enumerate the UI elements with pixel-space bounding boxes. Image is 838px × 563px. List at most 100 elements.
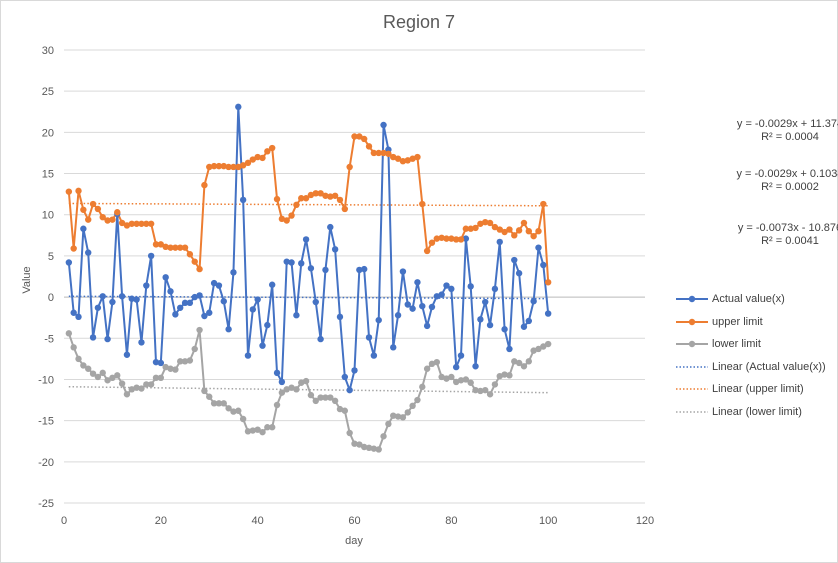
data-point (496, 226, 503, 233)
y-tick-label: 20 (42, 127, 54, 139)
legend-marker-upper (676, 318, 708, 325)
legend-marker-linear-upper (676, 388, 708, 390)
data-point (225, 405, 232, 412)
data-point (375, 149, 382, 157)
data-point (346, 429, 353, 437)
r-squared-text: R² = 0.0004 (761, 131, 819, 143)
data-point (511, 232, 518, 239)
data-point (172, 244, 179, 251)
data-point (167, 365, 174, 372)
data-point (336, 196, 344, 204)
data-point (172, 366, 179, 373)
data-point (235, 407, 242, 414)
legend-label: Actual value(x) (712, 293, 785, 305)
data-point (467, 379, 474, 386)
data-point (341, 407, 349, 414)
data-point (327, 223, 334, 231)
data-point (365, 143, 373, 150)
data-point (452, 363, 460, 371)
data-point (409, 155, 416, 162)
data-point (147, 381, 155, 388)
data-point (162, 243, 169, 251)
data-point (520, 219, 528, 227)
data-point (438, 373, 445, 381)
data-point (133, 220, 140, 227)
trendline-equation-upper: y = -0.0029x + 11.374 R² = 0.0004 (695, 118, 838, 144)
data-point (457, 236, 465, 243)
data-point (143, 220, 150, 227)
data-point (360, 265, 368, 273)
x-tick-label: 100 (539, 515, 557, 527)
data-point (80, 362, 87, 369)
data-point (404, 157, 411, 164)
data-point (138, 385, 145, 392)
data-point (264, 424, 271, 431)
data-point (94, 304, 102, 311)
data-point (302, 236, 310, 243)
data-point (404, 301, 411, 308)
data-point (70, 309, 77, 316)
data-point (75, 355, 82, 363)
data-point (394, 312, 402, 319)
data-point (152, 358, 160, 366)
y-tick-label: 15 (42, 169, 54, 181)
data-point (457, 377, 465, 384)
data-point (210, 400, 218, 407)
data-point (196, 326, 203, 334)
data-point (307, 391, 315, 399)
data-point (501, 326, 508, 333)
data-point (85, 216, 92, 223)
data-point (491, 381, 499, 388)
data-point (220, 298, 227, 305)
y-tick-label: -15 (38, 416, 54, 428)
data-point (336, 313, 344, 321)
data-point (506, 345, 513, 353)
data-point (65, 330, 73, 337)
data-point (70, 245, 77, 252)
data-point (443, 375, 450, 382)
data-point (486, 219, 494, 227)
data-point (186, 251, 194, 258)
data-point (327, 394, 334, 401)
data-point (515, 227, 523, 234)
data-point (414, 279, 421, 286)
data-point (486, 321, 494, 329)
data-point (298, 379, 305, 386)
data-point (259, 342, 266, 349)
data-point (114, 372, 121, 379)
data-point (128, 220, 135, 227)
data-point (80, 206, 87, 213)
data-point (428, 239, 436, 246)
data-point (530, 298, 537, 305)
chart-title: Region 7 (382, 12, 456, 32)
data-point (385, 420, 392, 428)
data-point (433, 235, 441, 242)
data-point (501, 371, 508, 378)
data-point (530, 232, 537, 240)
data-point (486, 391, 494, 398)
data-point (452, 378, 460, 386)
data-point (104, 217, 111, 224)
data-point (356, 133, 363, 140)
data-point (419, 200, 426, 208)
data-point (181, 358, 189, 365)
data-point (380, 121, 387, 129)
data-point (390, 412, 397, 419)
data-point (215, 282, 223, 289)
data-point (288, 384, 295, 391)
data-point (491, 223, 499, 231)
data-point (365, 334, 373, 341)
y-tick-label: 30 (42, 45, 54, 57)
data-point (75, 187, 82, 195)
data-point (511, 358, 518, 365)
data-point (147, 220, 155, 227)
data-point (428, 360, 436, 368)
data-point (491, 285, 499, 293)
data-point (322, 266, 329, 274)
data-point (109, 298, 116, 306)
data-point (259, 428, 266, 436)
data-point (452, 236, 460, 243)
data-point (128, 295, 135, 302)
y-tick-label: -20 (38, 457, 54, 469)
data-point (302, 377, 310, 385)
